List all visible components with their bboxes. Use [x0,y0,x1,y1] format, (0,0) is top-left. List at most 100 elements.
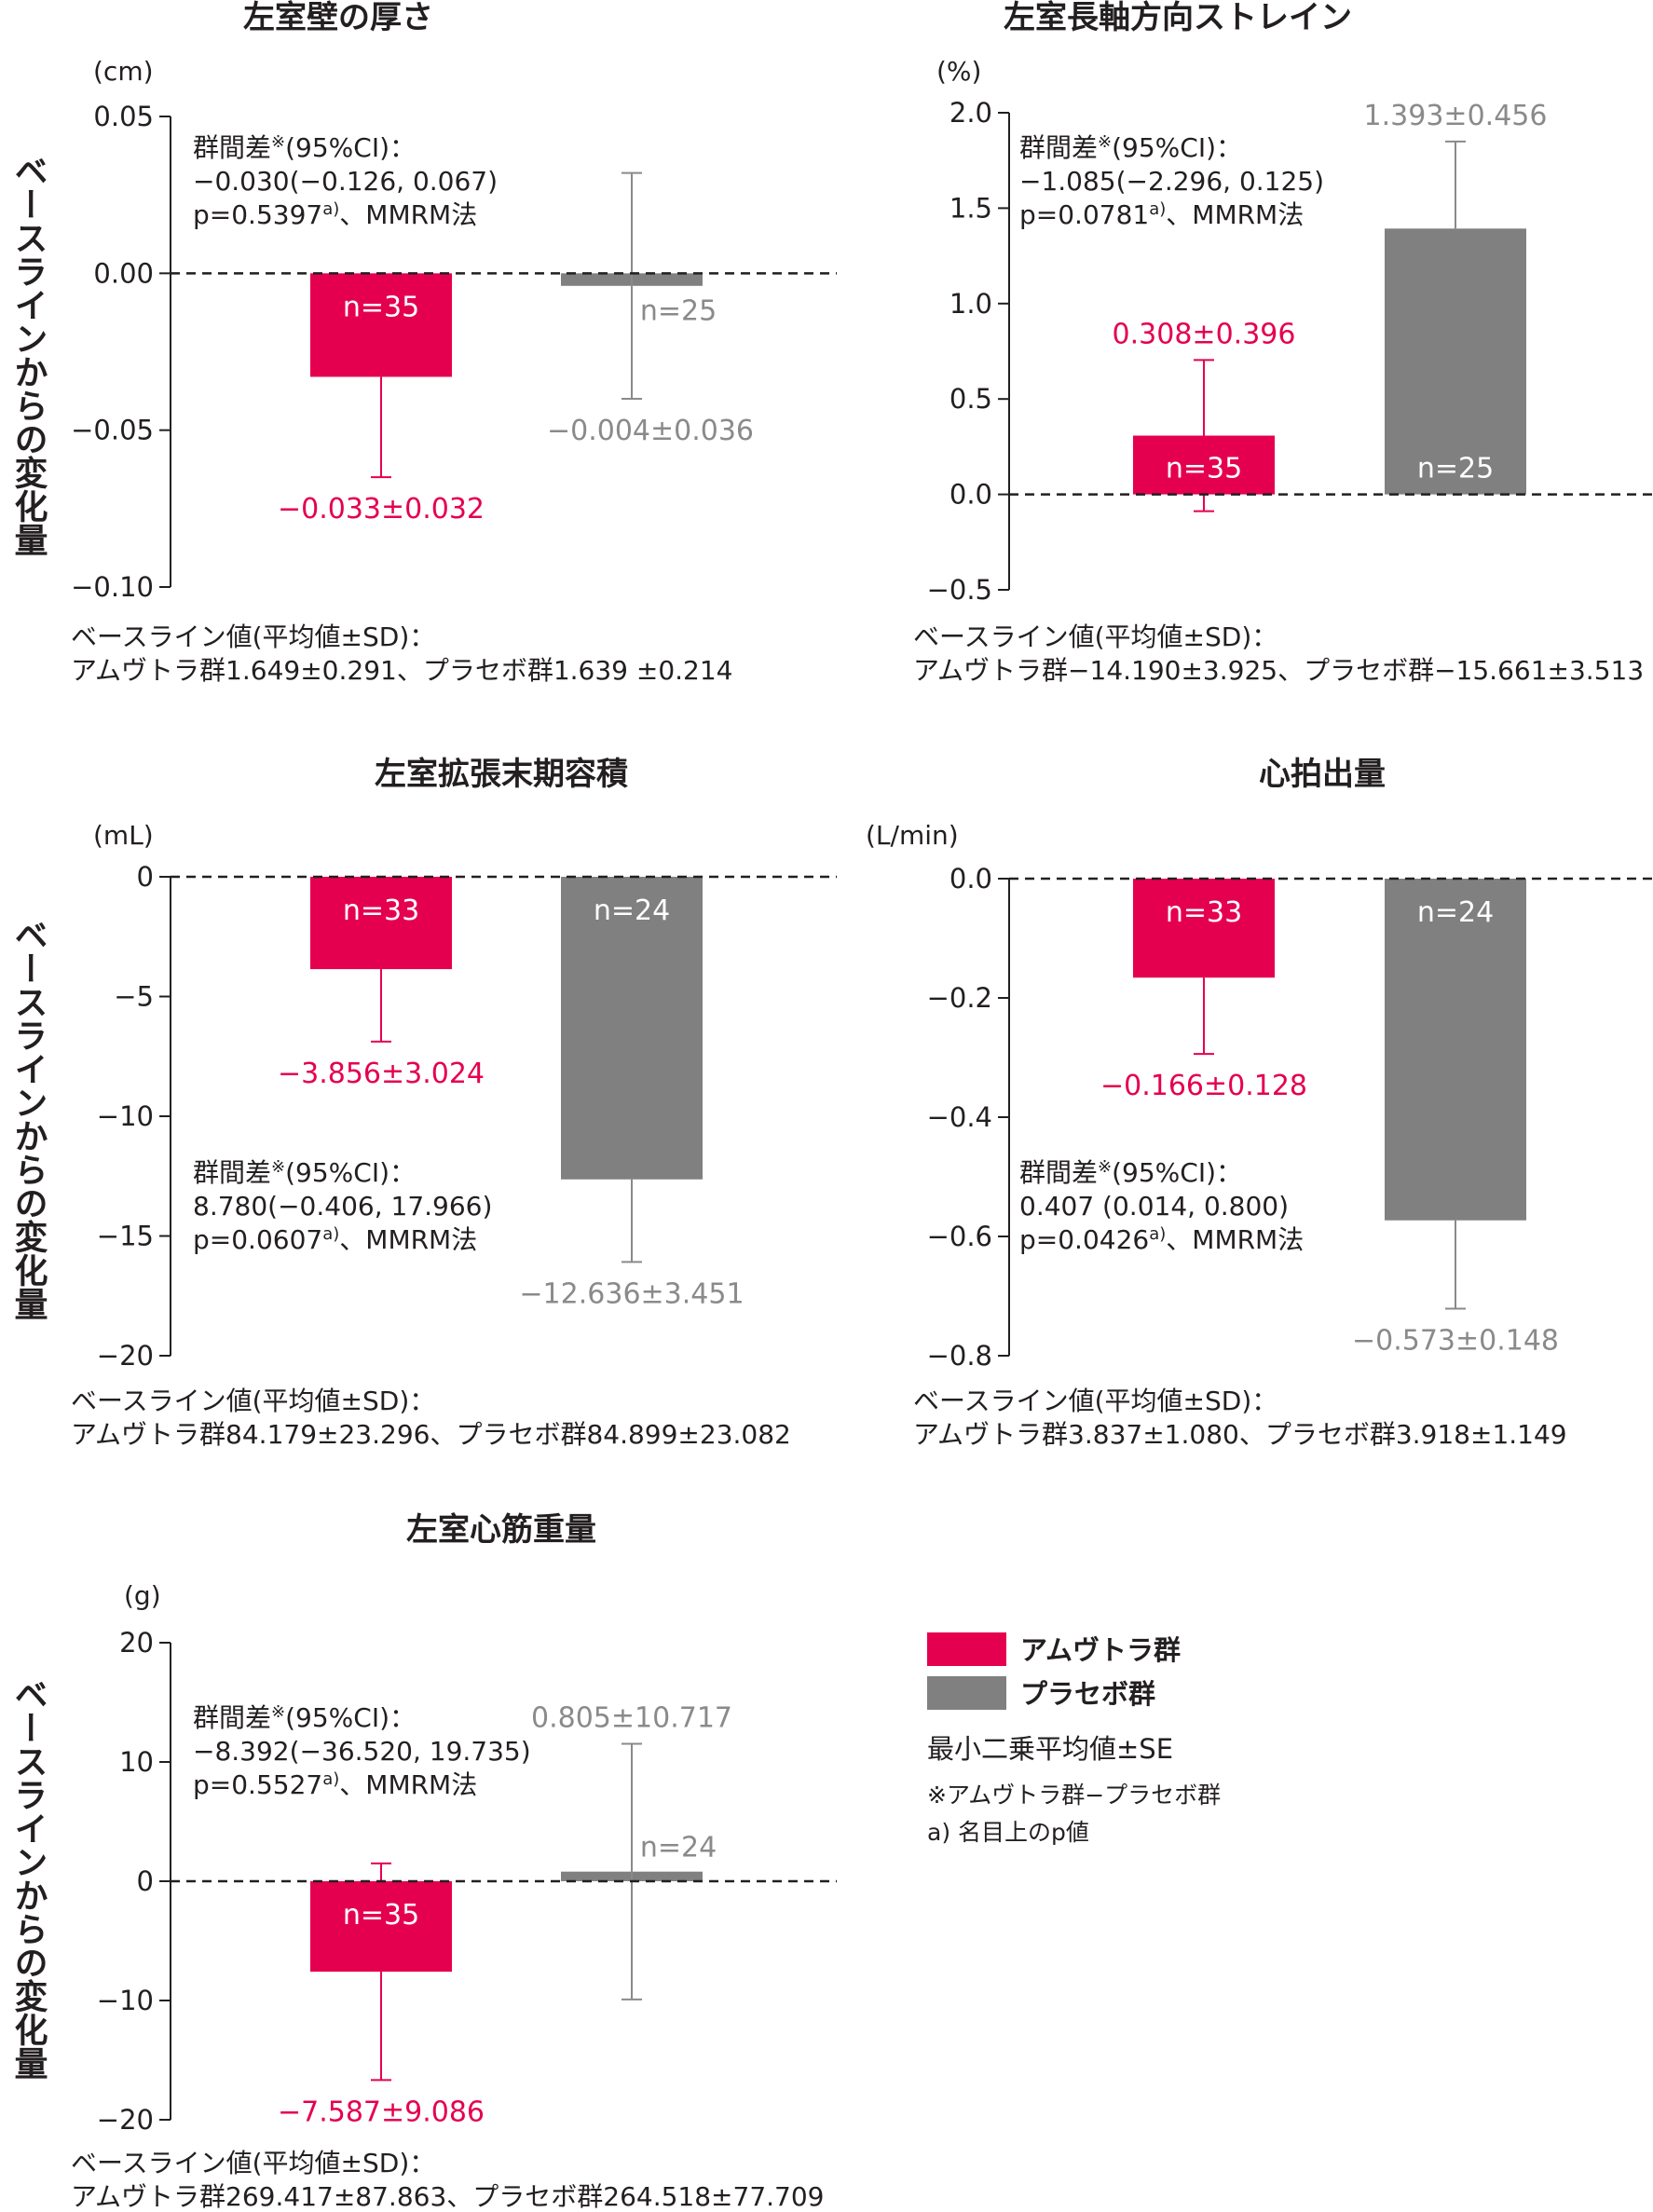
diff-asterisk: ※ [271,1702,285,1722]
y-tick-label: 10 [119,1746,154,1778]
value-label-placebo: −0.573±0.148 [1352,1324,1559,1357]
chart-title: 左室拡張末期容積 [375,756,628,793]
diff-pvalue: p=0.0607a)、MMRM法 [193,1224,477,1255]
y-tick-label: −20 [97,1340,154,1372]
baseline-header: ベースライン値(平均値±SD)： [71,621,435,652]
value-label-amvuttra: −7.587±9.086 [278,2096,485,2128]
n-label-placebo: n=25 [640,294,717,327]
y-tick-label: −0.8 [927,1340,992,1372]
diff-header-label: 群間差 [193,1157,271,1188]
diff-value: 8.780(−0.406, 17.966) [193,1191,492,1222]
diff-ci-label: (95%CI)： [285,1702,416,1733]
chart-panel-5: 左室心筋重量 (g) 20 10 0 −10 −20 n=35 −7.587±9.086 n=24… [71,1511,837,2212]
p-note: a) [322,1224,339,1244]
p-note: a) [1149,199,1166,219]
diff-asterisk: ※ [271,1157,285,1177]
diff-header: 群間差※(95%CI)： [193,1157,416,1188]
baseline-header: ベースライン値(平均値±SD)： [913,1386,1277,1416]
value-label-amvuttra: −0.033±0.032 [278,493,485,526]
baseline-header: ベースライン値(平均値±SD)： [913,621,1277,652]
y-tick-label: −0.10 [71,571,154,603]
y-tick-label: 0.0 [949,479,992,511]
chart-title: 左室長軸方向ストレイン [1004,0,1352,36]
baseline-header: ベースライン値(平均値±SD)： [71,1386,435,1416]
method: 、MMRM法 [339,1769,477,1800]
y-axis-unit: (%) [936,56,981,87]
diff-header: 群間差※(95%CI)： [1019,132,1242,163]
y-tick-label: −15 [97,1221,154,1252]
diff-pvalue: p=0.5527a)、MMRM法 [193,1769,477,1800]
legend-note-1: ※アムヴトラ群−プラセボ群 [927,1782,1221,1809]
y-tick-label: 0.5 [949,383,992,415]
chart-panel-3: 左室拡張末期容積 (mL) 0 −5 −10 −15 −20 n=33 −3.856±3.024… [71,756,837,1450]
legend-label-amvuttra: アムヴトラ群 [1020,1634,1181,1666]
bar-amvuttra [310,877,452,970]
value-label-amvuttra: −3.856±3.024 [278,1058,485,1090]
bar-amvuttra [310,273,452,377]
baseline-values: アムヴトラ群3.837±1.080、プラセボ群3.918±1.149 [913,1419,1567,1450]
y-tick-label: −0.6 [927,1221,992,1252]
n-label-placebo: n=24 [640,1832,717,1864]
p-value: p=0.5527 [193,1769,322,1800]
n-label-placebo: n=24 [594,894,670,927]
y-axis-label-3: ベースラインからの変化量 [9,1677,48,2080]
n-label-placebo: n=25 [1417,453,1494,485]
n-label-amvuttra: n=35 [1166,453,1242,485]
legend-label-placebo: プラセボ群 [1020,1678,1155,1710]
chart-panel-1: 左室壁の厚さ (cm) 0.05 0.00 −0.05 −0.10 n=35 −0.033±0… [71,0,837,686]
y-axis-label-1: ベースラインからの変化量 [9,154,48,556]
legend-swatch-placebo [927,1676,1006,1710]
diff-value: −0.030(−0.126, 0.067) [193,166,498,197]
method: 、MMRM法 [1166,199,1304,230]
p-value: p=0.0607 [193,1224,322,1255]
y-tick-label: −5 [114,981,154,1013]
y-tick-label: −10 [97,1100,154,1132]
diff-asterisk: ※ [1098,1157,1112,1177]
p-value: p=0.5397 [193,199,322,230]
legend-swatch-amvuttra [927,1632,1006,1666]
p-note: a) [322,1769,339,1789]
diff-pvalue: p=0.0426a)、MMRM法 [1019,1224,1304,1255]
diff-pvalue: p=0.5397a)、MMRM法 [193,199,477,230]
value-label-amvuttra: 0.308±0.396 [1113,318,1296,350]
chart-title: 左室心筋重量 [406,1511,596,1549]
value-label-amvuttra: −0.166±0.128 [1100,1070,1307,1102]
y-tick-label: −0.4 [927,1101,992,1133]
diff-header-label: 群間差 [193,1702,271,1733]
y-tick-label: −0.05 [71,415,154,446]
y-axis-label-2: ベースラインからの変化量 [9,918,48,1320]
y-tick-label: 20 [119,1627,154,1659]
y-tick-label: 0 [137,1865,154,1897]
value-label-placebo: −0.004±0.036 [547,415,754,447]
diff-ci-label: (95%CI)： [285,132,416,163]
chart-panel-4: 心拍出量 (L/min) 0.0 −0.2 −0.4 −0.6 −0.8 n=33 −0.166… [866,756,1653,1450]
diff-ci-label: (95%CI)： [1112,1157,1242,1188]
diff-header: 群間差※(95%CI)： [193,1702,416,1733]
y-tick-label: 0 [137,861,154,893]
y-tick-label: 0.00 [93,257,154,289]
value-label-placebo: 0.805±10.717 [531,1702,732,1735]
chart-title: 心拍出量 [1259,756,1386,793]
y-axis-unit: (L/min) [866,820,959,851]
value-label-placebo: −12.636±3.451 [519,1277,744,1310]
n-label-amvuttra: n=33 [1166,896,1242,929]
n-label-amvuttra: n=35 [343,1899,419,1932]
n-label-amvuttra: n=35 [343,291,419,323]
diff-ci-label: (95%CI)： [1112,132,1242,163]
baseline-values: アムヴトラ群269.417±87.863、プラセボ群264.518±77.709 [71,2181,824,2212]
baseline-values: アムヴトラ群1.649±0.291、プラセボ群1.639 ±0.214 [71,655,733,686]
n-label-amvuttra: n=33 [343,894,419,927]
y-tick-label: −0.2 [927,982,992,1014]
y-tick-label: 0.0 [949,863,992,894]
p-value: p=0.0426 [1019,1224,1149,1255]
method: 、MMRM法 [339,199,477,230]
diff-value: −1.085(−2.296, 0.125) [1019,166,1324,197]
diff-header-label: 群間差 [1019,1157,1098,1188]
baseline-values: アムヴトラ群84.179±23.296、プラセボ群84.899±23.082 [71,1419,791,1450]
bar-placebo [1385,228,1526,495]
y-tick-label: 0.05 [93,101,154,132]
diff-ci-label: (95%CI)： [285,1157,416,1188]
n-label-placebo: n=24 [1417,896,1494,929]
